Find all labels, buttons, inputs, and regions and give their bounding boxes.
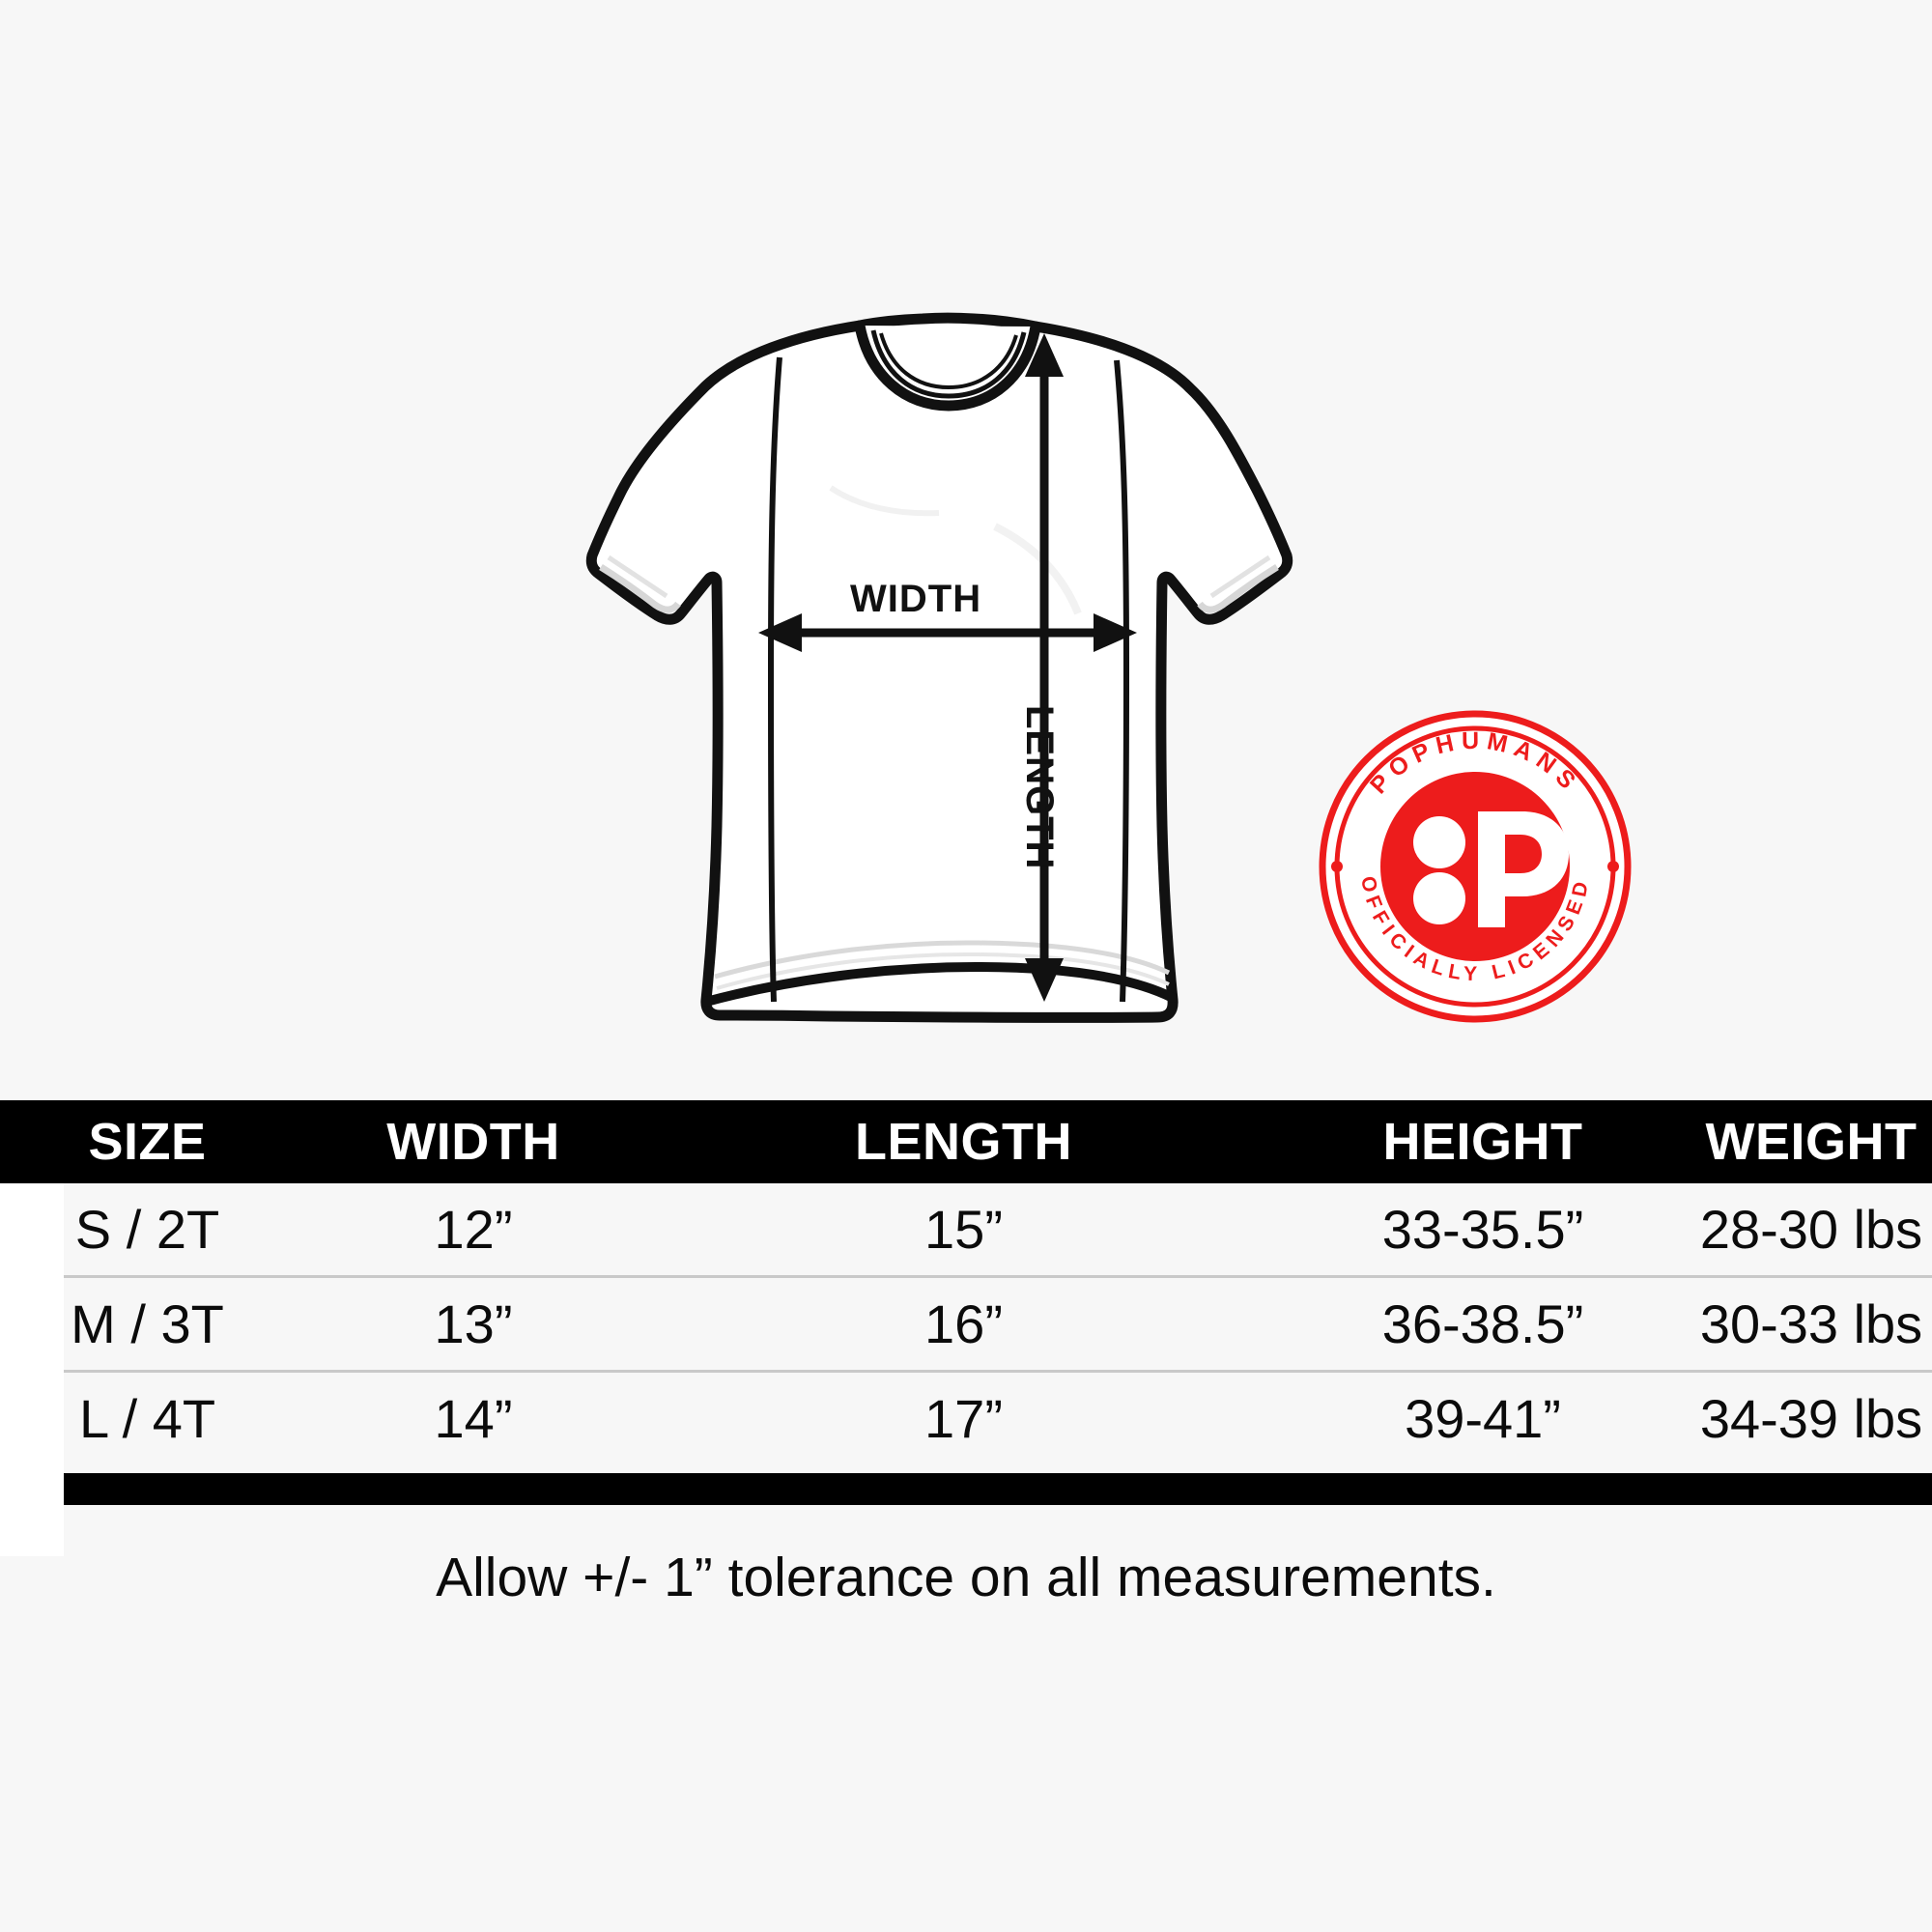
column-header-weight: WEIGHT [1705,1113,1918,1171]
cell-length: 16” [924,1293,1003,1354]
cell-height: 33-35.5” [1381,1198,1584,1260]
cell-weight: 34-39 lbs [1699,1387,1923,1449]
width-measurement-label: WIDTH [850,578,982,620]
cell-length: 15” [924,1198,1003,1260]
pophumans-officially-licensed-badge: POPHUMANS OFFICIALLY LICENSED [1319,710,1632,1023]
table-bottom-divider-bar [0,1473,1932,1505]
length-arrow [1025,333,1064,1002]
cell-size: M / 3T [71,1293,224,1354]
illustration-area: WIDTH LENGTH POPHUMANS [585,312,1632,1023]
table-left-margin-strip [0,1183,64,1556]
column-header-height: HEIGHT [1382,1113,1583,1171]
width-arrow [758,613,1137,652]
t-shirt-diagram [585,312,1293,1023]
table-header-row: SIZE WIDTH LENGTH HEIGHT WEIGHT [0,1100,1932,1183]
length-measurement-label: LENGTH [1018,705,1061,870]
cell-weight: 28-30 lbs [1699,1198,1923,1260]
column-header-width: WIDTH [386,1113,560,1171]
cell-width: 12” [434,1198,513,1260]
cell-weight: 30-33 lbs [1699,1293,1923,1354]
tolerance-note: Allow +/- 1” tolerance on all measuremen… [436,1547,1496,1608]
cell-size: L / 4T [78,1387,216,1449]
table-row: M / 3T 13” 16” 36-38.5” 30-33 lbs [0,1278,1932,1373]
size-chart-table: POPHUMANS OFFICIALLY LICENSED SIZE WIDTH… [0,1100,1932,1556]
cell-height: 39-41” [1405,1387,1561,1449]
table-row: S / 2T 12” 15” 33-35.5” 28-30 lbs [0,1183,1932,1278]
cell-width: 13” [434,1293,513,1354]
cell-length: 17” [924,1387,1003,1449]
cell-size: S / 2T [74,1198,220,1260]
column-header-size: SIZE [88,1113,207,1171]
cell-width: 14” [434,1387,513,1449]
cell-height: 36-38.5” [1381,1293,1584,1354]
table-row: L / 4T 14” 17” 39-41” 34-39 lbs [0,1373,1932,1464]
column-header-length: LENGTH [855,1113,1072,1171]
